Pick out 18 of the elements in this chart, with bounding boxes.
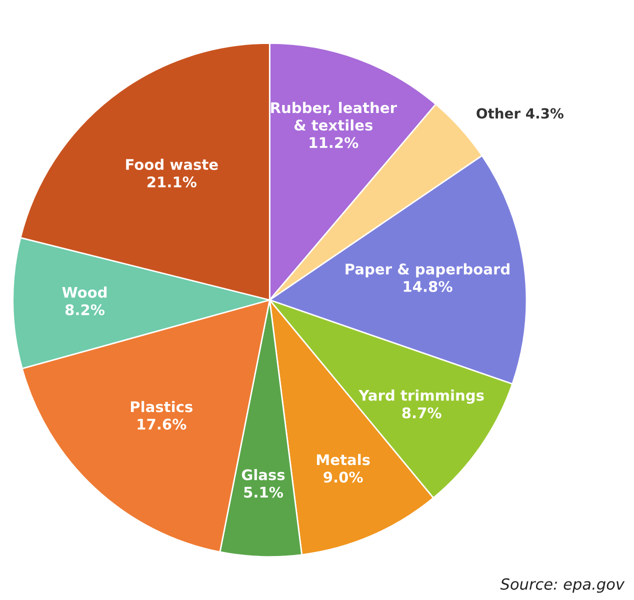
data-label: 8.2% xyxy=(65,304,105,316)
data-label: 11.2% xyxy=(310,137,358,148)
slice-label: Other 4.3% xyxy=(476,108,564,119)
slice-label: Plastics xyxy=(130,400,192,412)
data-label: 21.1% xyxy=(148,176,196,188)
slice-label: Wood xyxy=(62,286,107,298)
data-label: 14.8% xyxy=(404,280,452,292)
slice-label: Rubber, leather & textiles xyxy=(271,102,397,131)
slice-label: Paper & paperboard xyxy=(346,263,510,278)
slice-label: Food waste xyxy=(126,158,218,170)
data-label: 8.7% xyxy=(402,407,442,418)
data-label: 9.0% xyxy=(324,472,363,483)
data-label: 17.6% xyxy=(138,418,186,430)
data-label: 5.1% xyxy=(244,486,284,498)
slice-label: Glass xyxy=(242,469,285,480)
slice-label: Metals xyxy=(316,454,370,466)
source-note: Source: epa.gov xyxy=(500,578,625,593)
slice-label: Yard trimmings xyxy=(358,390,484,404)
